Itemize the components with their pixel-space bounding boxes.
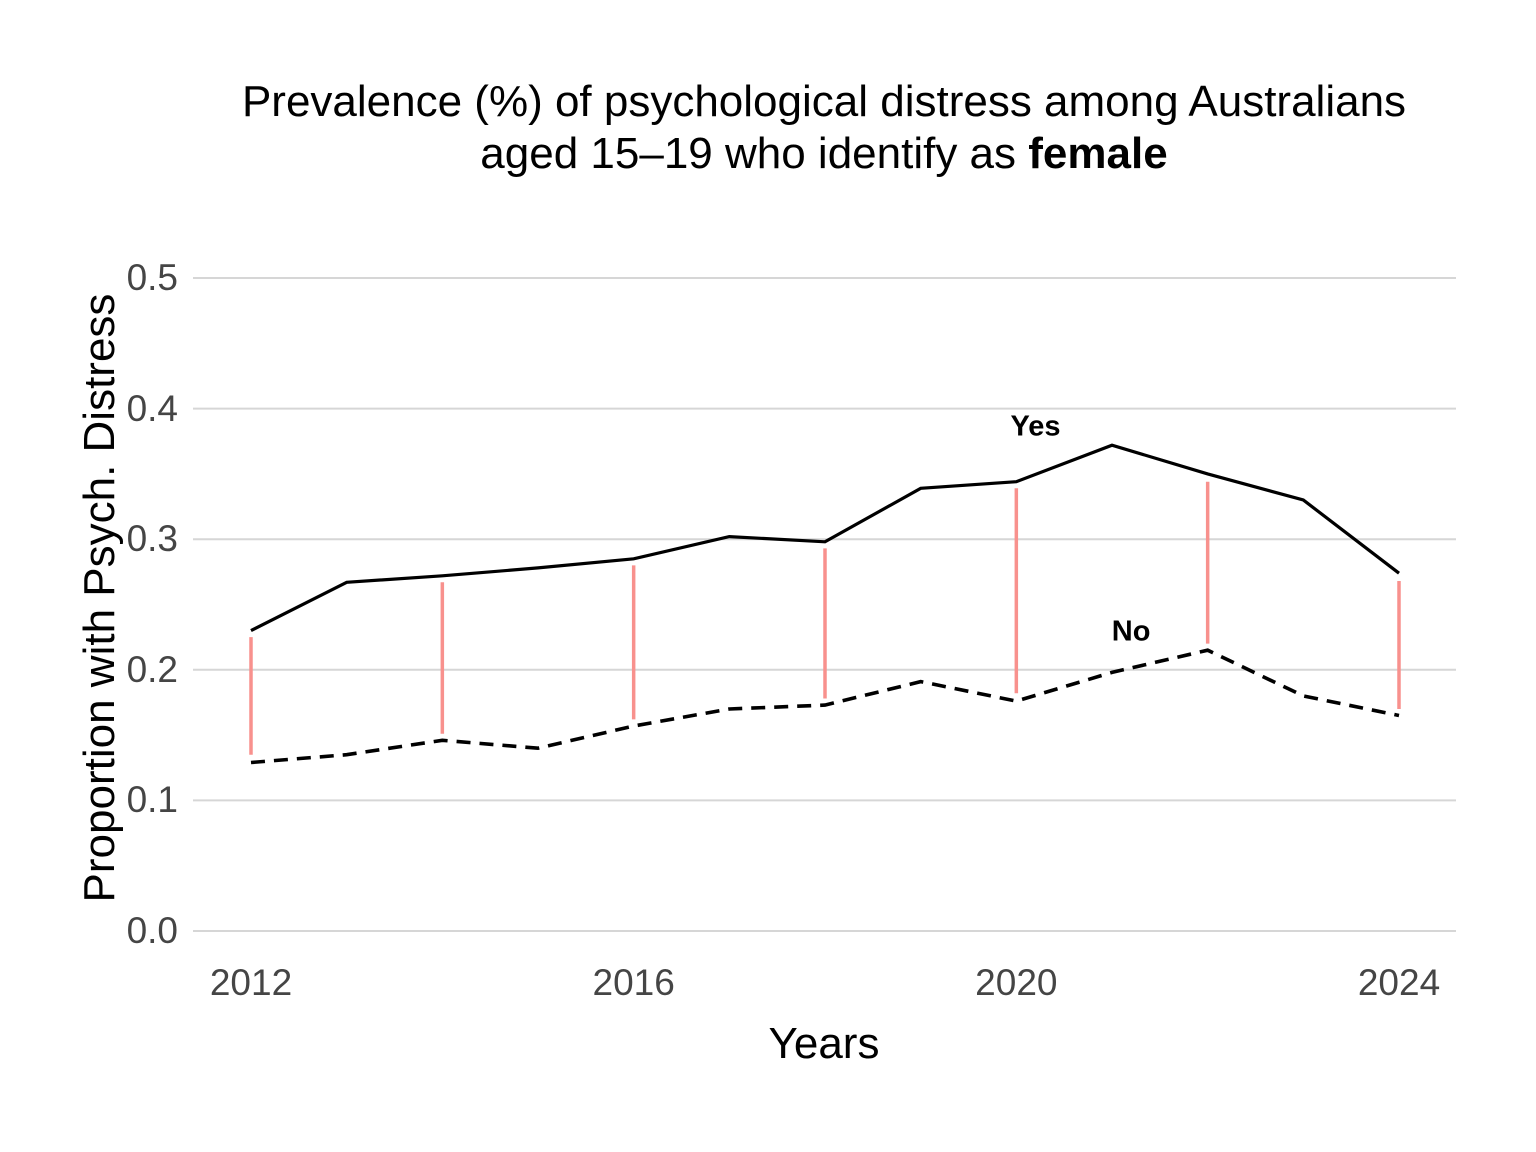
x-tick-label: 2012 — [209, 962, 293, 1003]
series-line-no — [250, 648, 1400, 765]
chart-title-line1: Prevalence (%) of psychological distress… — [241, 77, 1407, 126]
series-label-no: No — [1111, 615, 1151, 648]
y-tick-label: 0.4 — [126, 387, 178, 429]
x-tick-label: 2020 — [975, 962, 1058, 1003]
y-axis-title: Proportion with Psych. Distress — [75, 293, 124, 903]
x-tick-label: 2024 — [1357, 962, 1441, 1003]
y-tick-label: 0.0 — [126, 910, 178, 951]
chart-title-line2-bold: female — [1028, 129, 1168, 178]
y-tick-label: 0.5 — [126, 257, 178, 298]
x-tick-label: 2016 — [592, 962, 675, 1003]
x-axis-title: Years — [768, 1019, 880, 1068]
series-label-yes: Yes — [1010, 410, 1061, 443]
chart-title-line2: aged 15–19 who identify as female — [0, 128, 1536, 180]
chart-title: Prevalence (%) of psychological distress… — [0, 76, 1536, 180]
chart-title-line2-prefix: aged 15–19 who identify as — [480, 129, 1029, 178]
series-line-yes — [250, 443, 1400, 633]
y-tick-label: 0.3 — [126, 518, 178, 560]
y-tick-label: 0.2 — [126, 648, 178, 690]
y-tick-label: 0.1 — [126, 779, 178, 821]
